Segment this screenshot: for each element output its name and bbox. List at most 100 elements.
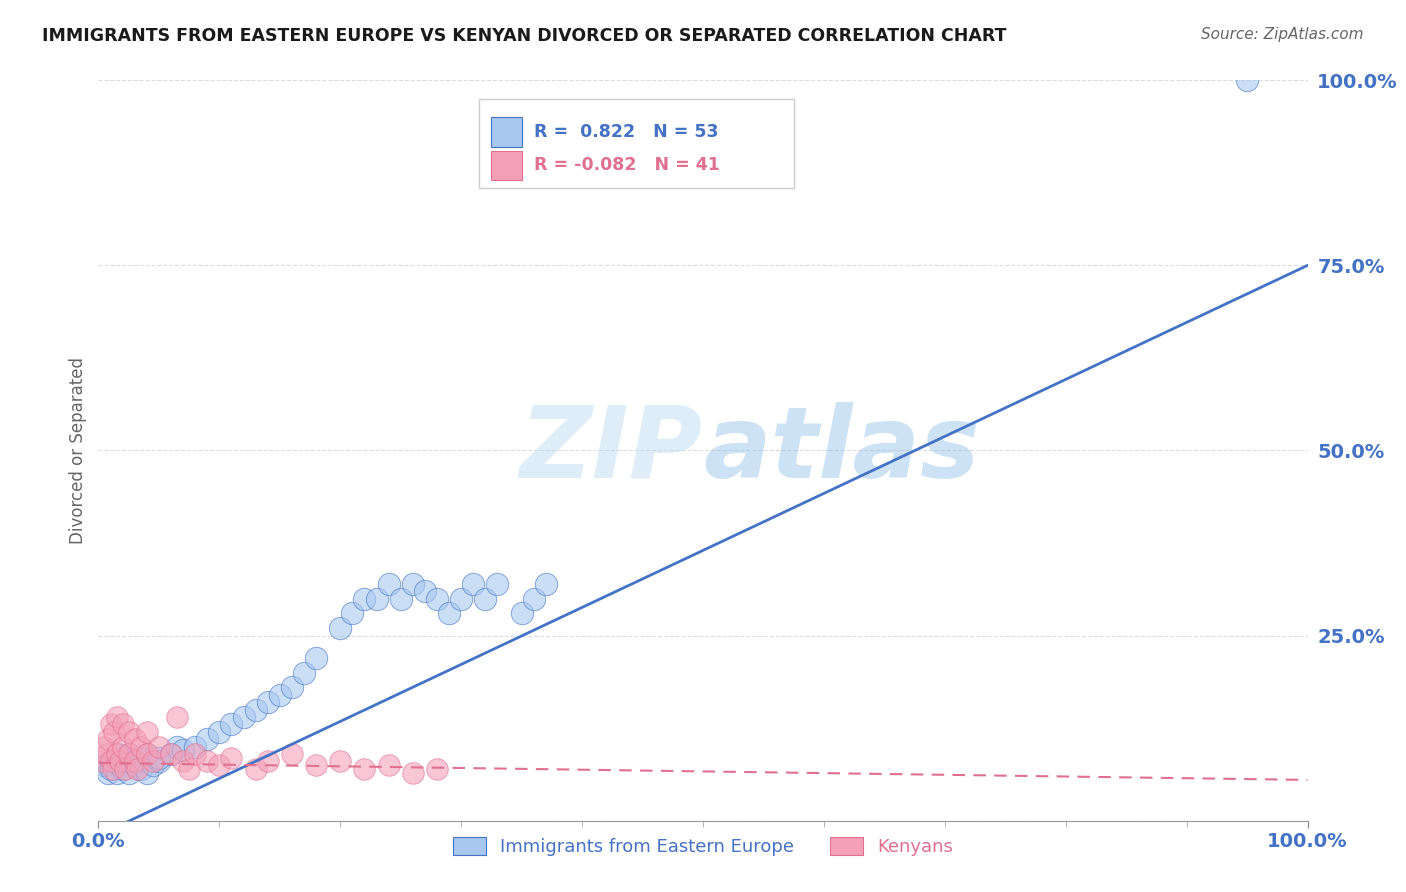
Point	[135, 765, 157, 780]
Point	[366, 591, 388, 606]
Point	[111, 717, 134, 731]
Legend: Immigrants from Eastern Europe, Kenyans: Immigrants from Eastern Europe, Kenyans	[446, 830, 960, 863]
Point	[208, 758, 231, 772]
Point	[269, 688, 291, 702]
Point	[245, 703, 267, 717]
Text: ZIP: ZIP	[520, 402, 703, 499]
Point	[305, 650, 328, 665]
Point	[108, 758, 131, 772]
Point	[510, 607, 533, 621]
FancyBboxPatch shape	[492, 151, 522, 180]
Point	[426, 762, 449, 776]
Point	[172, 743, 194, 757]
Text: atlas: atlas	[703, 402, 980, 499]
Text: IMMIGRANTS FROM EASTERN EUROPE VS KENYAN DIVORCED OR SEPARATED CORRELATION CHART: IMMIGRANTS FROM EASTERN EUROPE VS KENYAN…	[42, 27, 1007, 45]
Point	[111, 762, 134, 776]
Point	[195, 732, 218, 747]
Point	[97, 765, 120, 780]
Point	[450, 591, 472, 606]
Point	[118, 765, 141, 780]
Point	[281, 747, 304, 761]
Point	[127, 762, 149, 776]
Point	[148, 755, 170, 769]
Point	[377, 576, 399, 591]
Point	[353, 591, 375, 606]
Point	[184, 739, 207, 754]
Point	[221, 717, 243, 731]
Point	[101, 755, 124, 769]
Point	[111, 739, 134, 754]
Point	[118, 747, 141, 761]
Point	[108, 755, 131, 769]
Point	[124, 755, 146, 769]
Point	[232, 710, 254, 724]
Point	[124, 732, 146, 747]
Point	[166, 739, 188, 754]
Text: Source: ZipAtlas.com: Source: ZipAtlas.com	[1201, 27, 1364, 42]
Point	[100, 755, 122, 769]
Point	[184, 747, 207, 761]
Point	[105, 710, 128, 724]
Point	[1236, 73, 1258, 87]
Point	[329, 621, 352, 635]
Point	[256, 755, 278, 769]
Point	[135, 747, 157, 761]
Point	[534, 576, 557, 591]
Point	[179, 762, 201, 776]
Point	[105, 747, 128, 761]
Point	[437, 607, 460, 621]
Point	[221, 750, 243, 764]
Point	[124, 755, 146, 769]
Point	[129, 762, 152, 776]
Point	[111, 750, 134, 764]
Point	[105, 747, 128, 761]
Point	[195, 755, 218, 769]
Point	[100, 762, 122, 776]
Point	[93, 739, 115, 754]
Point	[413, 584, 436, 599]
Point	[100, 717, 122, 731]
Point	[103, 724, 125, 739]
Point	[256, 695, 278, 709]
Point	[160, 747, 183, 761]
Point	[129, 750, 152, 764]
Point	[93, 758, 115, 772]
Y-axis label: Divorced or Separated: Divorced or Separated	[69, 357, 87, 544]
Point	[426, 591, 449, 606]
Point	[160, 747, 183, 761]
Point	[166, 710, 188, 724]
Point	[329, 755, 352, 769]
Point	[172, 755, 194, 769]
Point	[463, 576, 485, 591]
Point	[208, 724, 231, 739]
Point	[142, 755, 165, 769]
Point	[377, 758, 399, 772]
Point	[91, 755, 114, 769]
Point	[129, 739, 152, 754]
Point	[353, 762, 375, 776]
Point	[135, 724, 157, 739]
Point	[124, 758, 146, 772]
Point	[105, 765, 128, 780]
Point	[292, 665, 315, 680]
Point	[118, 747, 141, 761]
Point	[305, 758, 328, 772]
FancyBboxPatch shape	[479, 99, 793, 187]
Text: R = -0.082   N = 41: R = -0.082 N = 41	[534, 156, 720, 175]
Point	[486, 576, 509, 591]
Text: R =  0.822   N = 53: R = 0.822 N = 53	[534, 123, 718, 141]
Point	[148, 750, 170, 764]
FancyBboxPatch shape	[492, 117, 522, 147]
Point	[101, 762, 124, 776]
Point	[114, 755, 136, 769]
Point	[474, 591, 496, 606]
Point	[135, 747, 157, 761]
Point	[245, 762, 267, 776]
Point	[142, 758, 165, 772]
Point	[281, 681, 304, 695]
Point	[402, 576, 425, 591]
Point	[402, 765, 425, 780]
Point	[97, 732, 120, 747]
Point	[118, 724, 141, 739]
Point	[114, 762, 136, 776]
